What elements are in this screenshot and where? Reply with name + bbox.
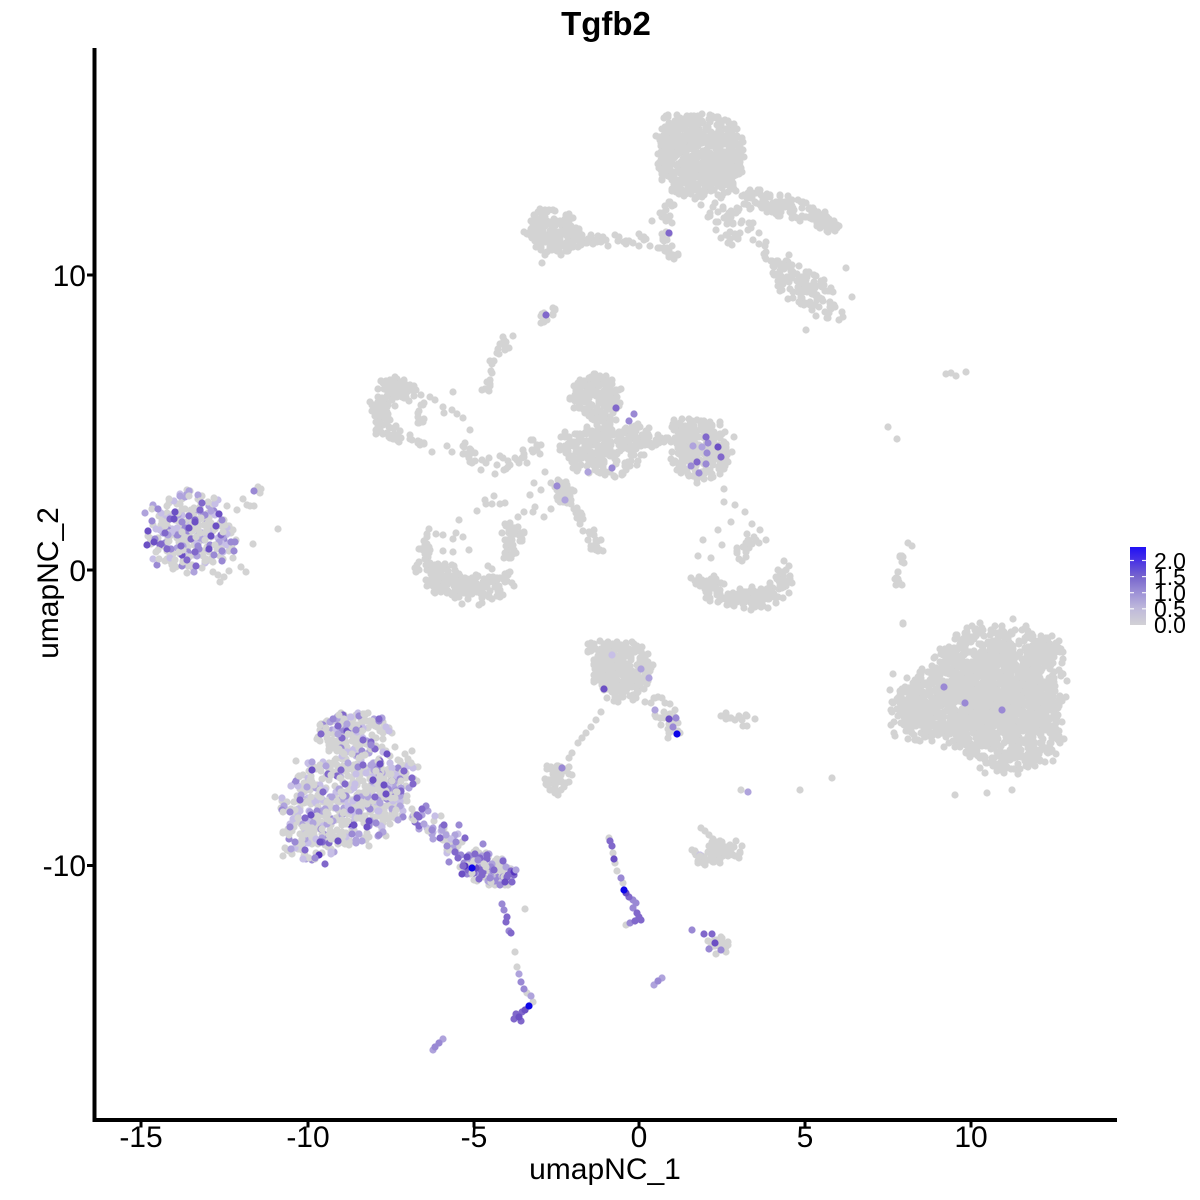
svg-text:0: 0 <box>69 555 86 588</box>
svg-text:umapNC_1: umapNC_1 <box>529 1153 681 1186</box>
svg-text:1.5: 1.5 <box>1154 564 1186 590</box>
svg-text:-10: -10 <box>43 850 86 883</box>
svg-text:10: 10 <box>954 1121 987 1154</box>
svg-text:-10: -10 <box>286 1121 329 1154</box>
svg-text:umapNC_2: umapNC_2 <box>32 507 65 659</box>
svg-text:2.0: 2.0 <box>1154 548 1186 574</box>
svg-text:-15: -15 <box>119 1121 162 1154</box>
svg-text:-5: -5 <box>461 1121 488 1154</box>
svg-text:0.0: 0.0 <box>1154 612 1186 638</box>
svg-text:0.5: 0.5 <box>1154 596 1186 622</box>
svg-text:Tgfb2: Tgfb2 <box>561 5 651 42</box>
svg-text:5: 5 <box>797 1121 814 1154</box>
svg-text:1.0: 1.0 <box>1154 580 1186 606</box>
svg-text:10: 10 <box>53 260 86 293</box>
svg-text:0: 0 <box>631 1121 648 1154</box>
